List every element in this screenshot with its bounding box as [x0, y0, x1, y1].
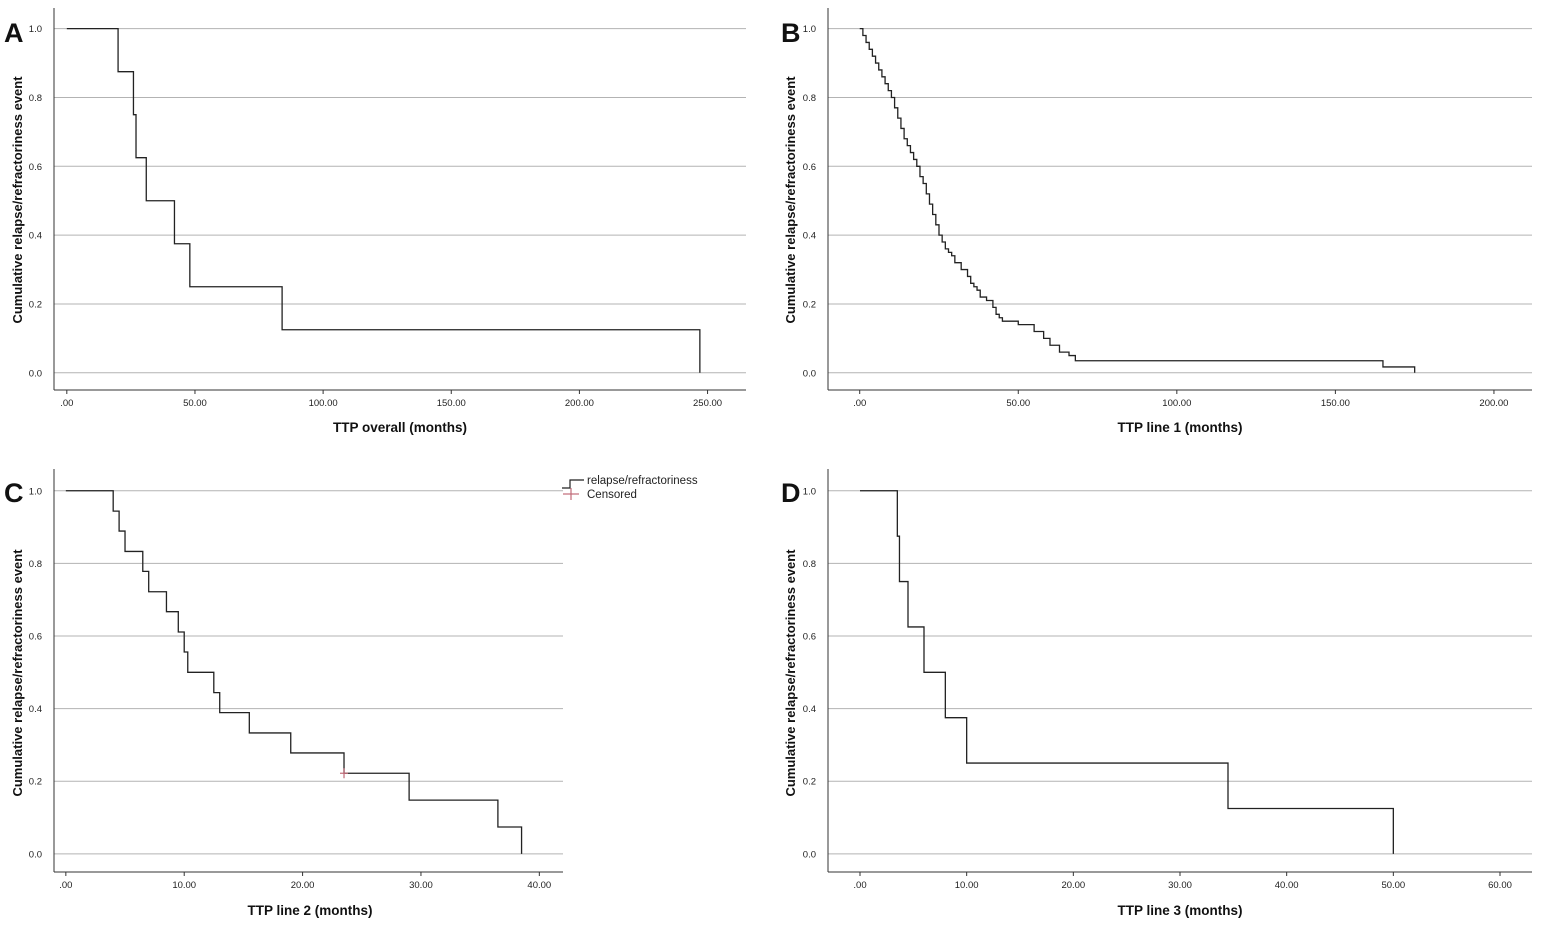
panel-a-x-tick-label: 250.00 — [693, 398, 722, 409]
panel-c-x-tick-label: 20.00 — [291, 880, 315, 891]
panel-c-y-tick-label: 0.2 — [29, 777, 42, 788]
panel-a-y-axis-label: Cumulative relapse/refractoriness event — [10, 76, 25, 324]
panel-a-letter: A — [4, 18, 24, 48]
panel-c-y-tick-label: 0.8 — [29, 559, 42, 570]
panel-d-x-axis-label: TTP line 3 (months) — [1117, 903, 1242, 918]
panel-c-x-axis-label: TTP line 2 (months) — [247, 903, 372, 918]
panel-b-y-axis-label: Cumulative relapse/refractoriness event — [783, 76, 798, 324]
panel-b-x-axis-label: TTP line 1 (months) — [1117, 420, 1242, 435]
panel-d-x-tick-label: .00 — [853, 880, 866, 891]
panel-a-y-tick-label: 0.6 — [29, 162, 42, 173]
legend-label-event: relapse/refractoriness — [587, 475, 698, 487]
legend-step-line-icon — [562, 479, 584, 489]
panel-c-x-tick-label: 40.00 — [527, 880, 551, 891]
panel-a-x-tick-label: 200.00 — [565, 398, 594, 409]
panel-c-y-tick-label: 0.6 — [29, 632, 42, 643]
panel-a-y-tick-label: 0.2 — [29, 299, 42, 310]
panel-b-y-tick-label: 1.0 — [803, 24, 816, 35]
panel-d-x-tick-label: 10.00 — [955, 880, 979, 891]
panel-b-y-tick-label: 0.8 — [803, 93, 816, 104]
panel-b-km-step-curve — [859, 27, 1416, 373]
panel-b-y-tick-label: 0.0 — [803, 368, 816, 379]
panel-d-y-tick-label: 1.0 — [803, 486, 816, 497]
panel-d-y-axis-label: Cumulative relapse/refractoriness event — [783, 549, 798, 797]
panel-a-y-tick-label: 1.0 — [29, 24, 42, 35]
panel-d-km-step-curve — [860, 490, 1394, 854]
panel-a-x-tick-label: 50.00 — [183, 398, 207, 409]
panel-d-x-tick-label: 60.00 — [1488, 880, 1512, 891]
panel-d-y-tick-label: 0.0 — [803, 849, 816, 860]
panel-d-y-tick-label: 0.8 — [803, 559, 816, 570]
panel-b-x-tick-label: 50.00 — [1006, 398, 1030, 409]
panel-d-y-tick-label: 0.2 — [803, 777, 816, 788]
panel-d-y-tick-label: 0.6 — [803, 632, 816, 643]
panel-b-x-tick-label: 100.00 — [1162, 398, 1191, 409]
legend-label-censored: Censored — [587, 489, 637, 501]
panel-d-x-tick-label: 50.00 — [1381, 880, 1405, 891]
panel-d-letter: D — [781, 478, 801, 508]
panel-c-x-tick-label: 30.00 — [409, 880, 433, 891]
panel-b-y-tick-label: 0.2 — [803, 299, 816, 310]
panel-a-x-tick-label: .00 — [60, 398, 73, 409]
panel-c-x-tick-label: 10.00 — [172, 880, 196, 891]
panel-b-y-tick-label: 0.4 — [803, 231, 816, 242]
panel-c-y-tick-label: 1.0 — [29, 486, 42, 497]
panel-d-y-tick-label: 0.4 — [803, 704, 816, 715]
panel-c-y-tick-label: 0.0 — [29, 849, 42, 860]
panel-c: C Cumulative relapse/refractoriness even… — [4, 469, 698, 918]
panel-d: D Cumulative relapse/refractoriness even… — [781, 469, 1532, 918]
panel-c-x-tick-label: .00 — [59, 880, 72, 891]
panel-d-x-tick-label: 40.00 — [1275, 880, 1299, 891]
panel-b-letter: B — [781, 18, 801, 48]
panel-c-km-step-curve — [65, 490, 523, 854]
panel-c-letter: C — [4, 478, 24, 508]
panel-d-x-tick-label: 30.00 — [1168, 880, 1192, 891]
panel-a-y-tick-label: 0.4 — [29, 231, 42, 242]
panel-b-x-tick-label: 150.00 — [1321, 398, 1350, 409]
panel-a: A Cumulative relapse/refractoriness even… — [4, 8, 746, 435]
panel-a-x-tick-label: 150.00 — [437, 398, 466, 409]
panel-b-x-tick-label: 200.00 — [1479, 398, 1508, 409]
panel-b: B Cumulative relapse/refractoriness even… — [781, 8, 1532, 435]
legend: relapse/refractoriness Censored — [562, 475, 698, 501]
panel-a-y-tick-label: 0.0 — [29, 368, 42, 379]
panel-a-x-axis-label: TTP overall (months) — [333, 420, 467, 435]
panel-b-x-tick-label: .00 — [853, 398, 866, 409]
panel-c-y-tick-label: 0.4 — [29, 704, 42, 715]
panel-a-km-step-curve — [66, 27, 701, 373]
panel-b-y-tick-label: 0.6 — [803, 162, 816, 173]
panel-a-x-tick-label: 100.00 — [309, 398, 338, 409]
panel-c-y-axis-label: Cumulative relapse/refractoriness event — [10, 549, 25, 797]
panel-a-y-tick-label: 0.8 — [29, 93, 42, 104]
panel-d-x-tick-label: 20.00 — [1061, 880, 1085, 891]
